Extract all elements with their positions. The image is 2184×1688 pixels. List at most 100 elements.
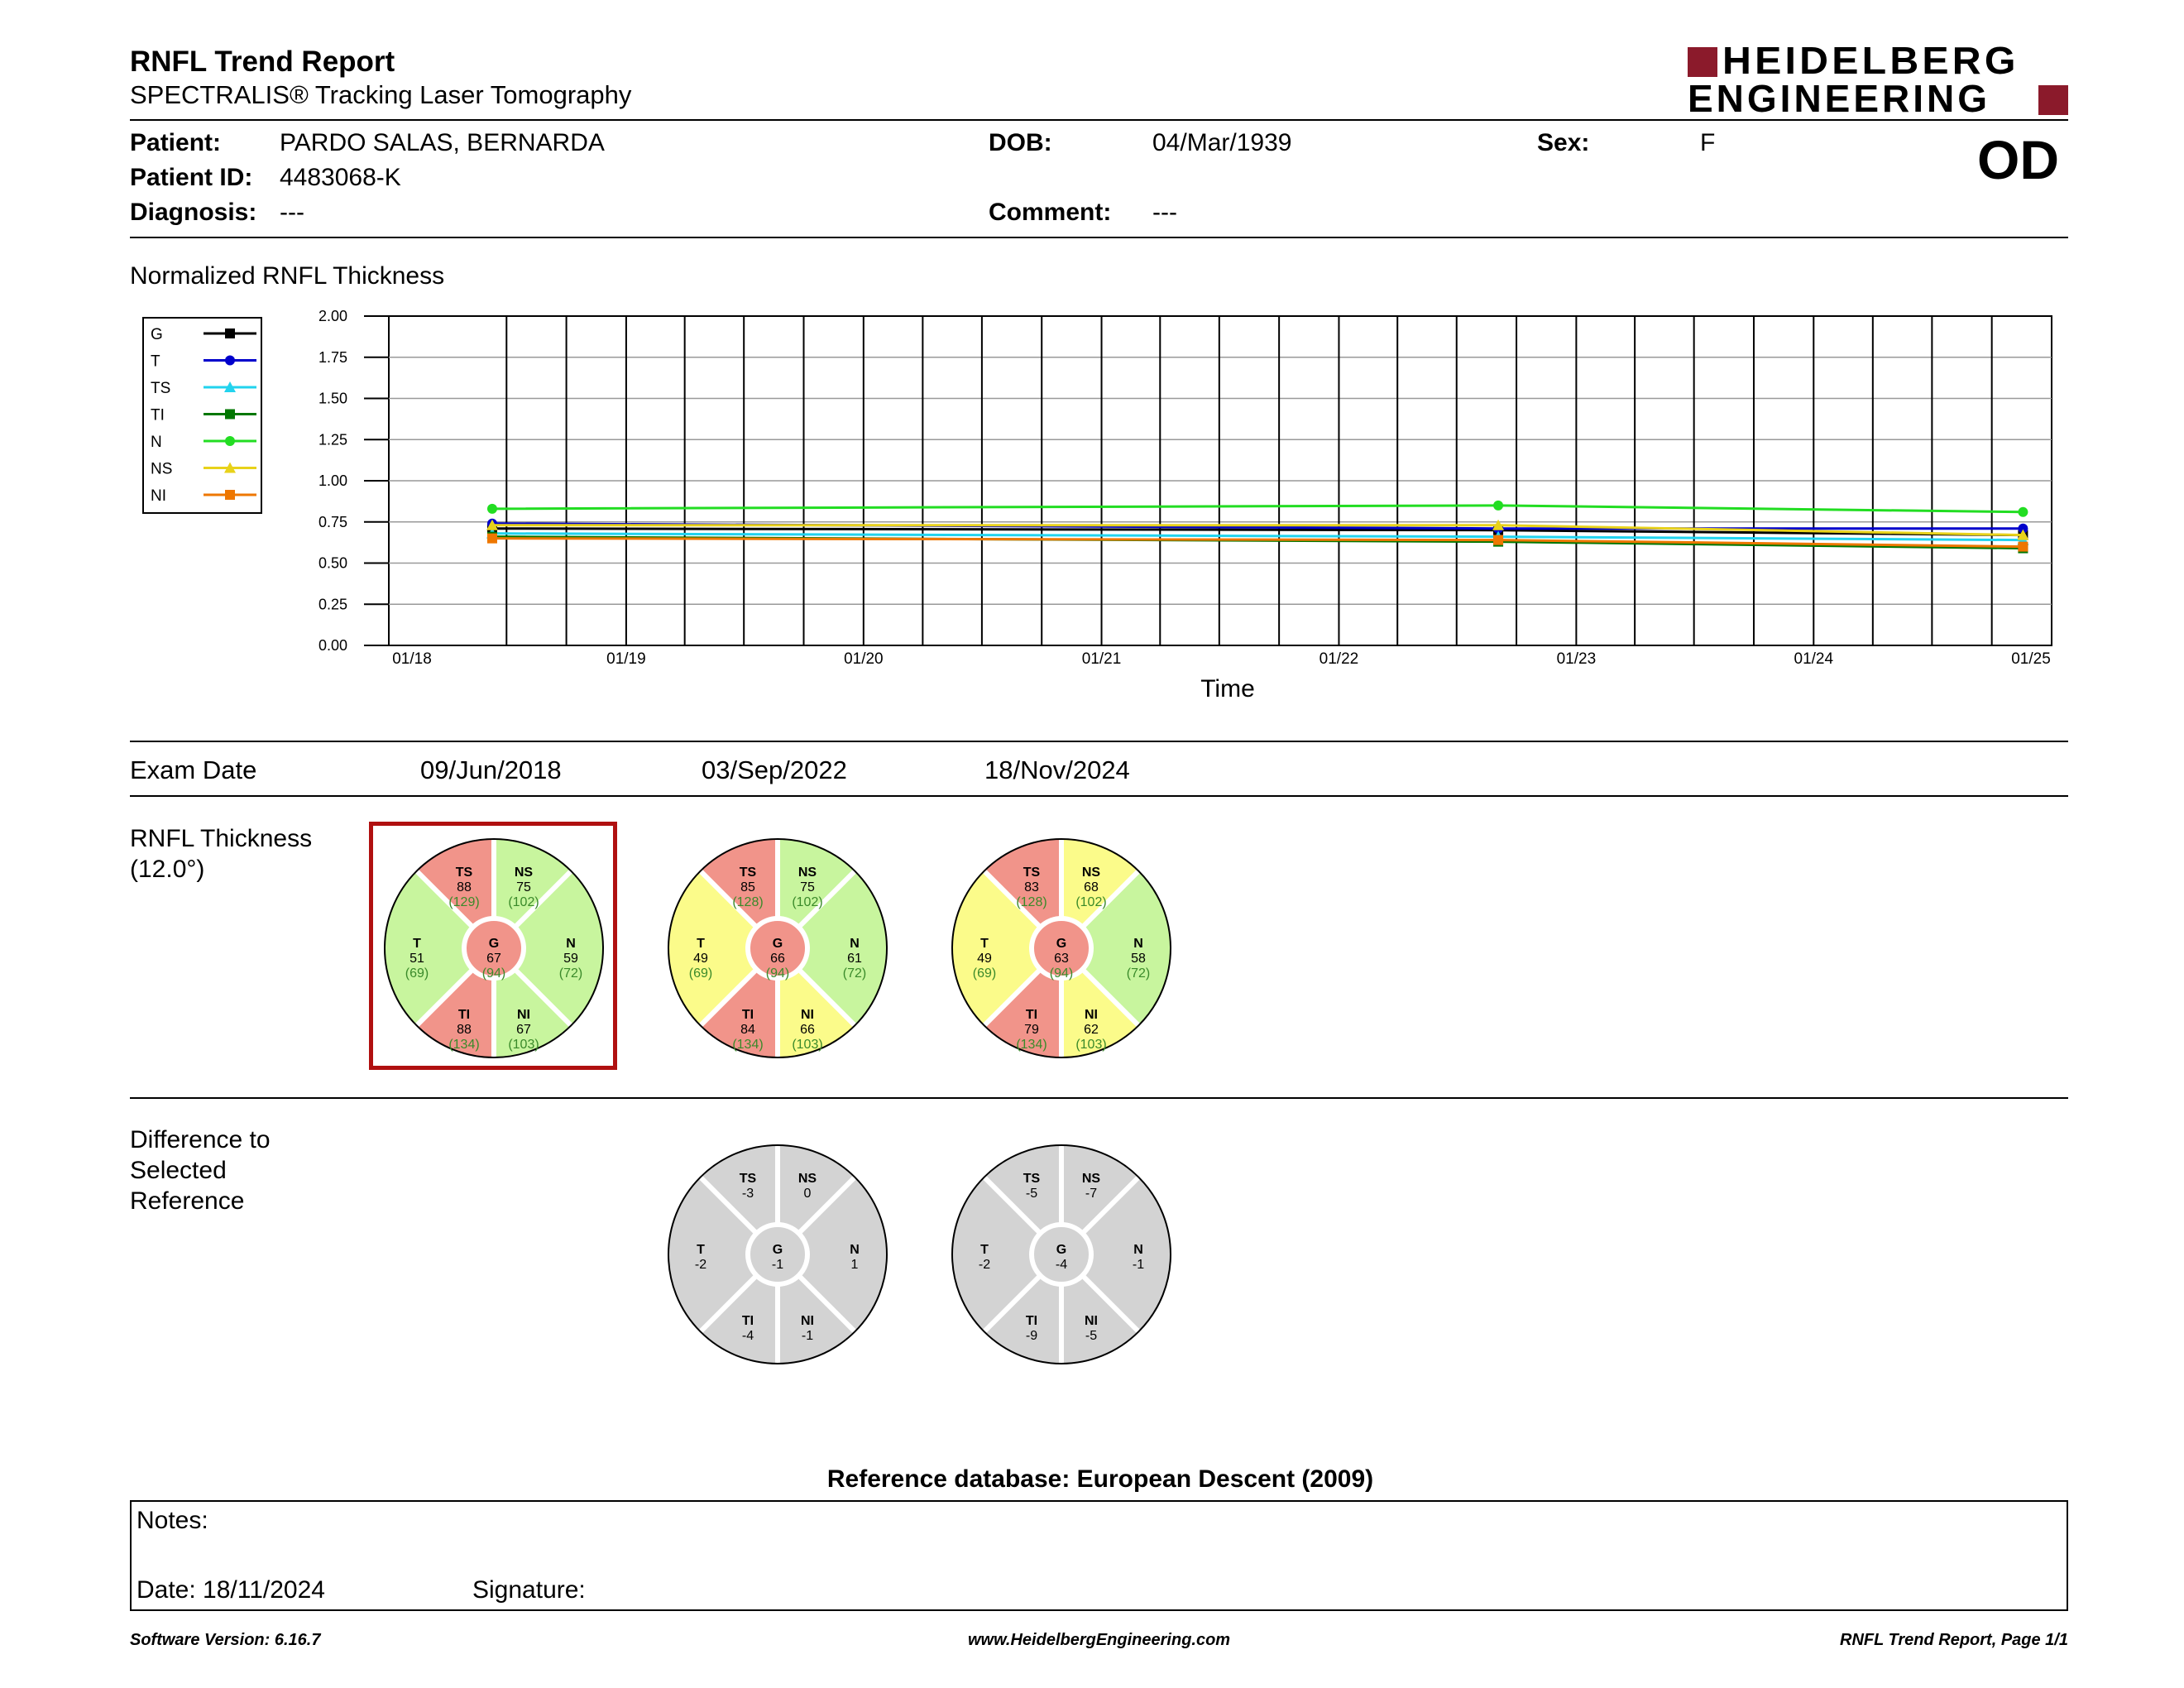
sex-label: Sex: [1537, 129, 1590, 156]
sector-name: TI [742, 1008, 754, 1022]
sector-value: 58 [1131, 952, 1146, 966]
chart-title: Normalized RNFL Thickness [130, 262, 445, 290]
legend-label: NI [151, 487, 166, 505]
sector-normal: (69) [973, 966, 996, 981]
sector-name: TI [458, 1008, 470, 1022]
rnfl-circle-exam-1[interactable]: TS88(129)NS75(102)T51(69)N59(72)TI88(134… [384, 838, 604, 1058]
company-logo: HEIDELBERG ENGINEERING [1688, 39, 2068, 120]
sector-name: NS [798, 866, 817, 880]
legend-marker [225, 490, 235, 500]
sector-label-ts: TS-3 [740, 1172, 757, 1201]
sector-name: NI [1085, 1314, 1098, 1328]
sector-name: TS [740, 866, 757, 880]
difference-label-line2: Selected [130, 1157, 227, 1184]
series-ns [486, 519, 2029, 540]
sector-label-t: T-2 [979, 1243, 990, 1272]
sector-global [1032, 1225, 1091, 1284]
sector-global [748, 1225, 807, 1284]
sector-n [515, 870, 603, 1026]
sector-label-n: N-1 [1133, 1243, 1144, 1272]
sector-name: T [413, 937, 421, 951]
sector-normal: (103) [508, 1038, 539, 1052]
sector-normal: (94) [766, 966, 789, 981]
sector-label-ni: NI-1 [801, 1314, 814, 1343]
sector-n [1082, 870, 1171, 1026]
x-tick-label: 01/25 [2011, 650, 2051, 668]
sector-name: NI [801, 1008, 814, 1022]
sector-name: TS [740, 1172, 757, 1186]
legend-marker [225, 328, 235, 338]
circle-outline [668, 1144, 888, 1364]
sector-name: NS [1082, 1172, 1101, 1186]
sector-ns [1061, 839, 1139, 928]
report-title: RNFL Trend Report [130, 46, 395, 78]
legend-label: N [151, 434, 162, 451]
diagnosis-value: --- [280, 199, 304, 226]
sector-ts [700, 839, 778, 928]
sector-name: TS [456, 866, 473, 880]
difference-circle-exam-3[interactable]: TS-5NS-7T-2N-1TI-9NI-5G-4 [951, 1144, 1171, 1364]
sector-name: NS [515, 866, 534, 880]
data-point [1492, 519, 1505, 530]
data-point [1493, 535, 1504, 545]
y-tick-label: 1.75 [318, 349, 347, 366]
sector-ti [984, 969, 1061, 1057]
sector-normal: (72) [1127, 966, 1150, 981]
sector-t [951, 1177, 1041, 1332]
sector-value: 67 [486, 952, 501, 966]
sector-normal: (94) [1050, 966, 1073, 981]
sector-name: T [980, 1243, 989, 1257]
sector-normal: (69) [689, 966, 712, 981]
sector-label-g: G66(94) [766, 937, 789, 981]
sector-name: TS [1023, 866, 1041, 880]
legend-marker [224, 462, 236, 473]
footer-software-version: Software Version: 6.16.7 [130, 1631, 321, 1649]
sector-value: 0 [804, 1187, 812, 1201]
sector-n [1082, 1177, 1171, 1332]
sector-normal: (103) [1075, 1038, 1106, 1052]
sector-ns [494, 839, 572, 928]
diagnosis-label: Diagnosis: [130, 199, 257, 226]
sector-value: 49 [693, 952, 708, 966]
difference-label-line3: Reference [130, 1187, 245, 1215]
trend-chart: 0.00 0.25 0.50 0.75 1.00 1.25 1.50 1.75 2.00 01/1… [318, 308, 2052, 703]
legend-marker [225, 436, 235, 446]
sector-label-ti: TI-4 [742, 1314, 754, 1343]
comment-value: --- [1152, 199, 1177, 226]
sector-t [952, 870, 1041, 1026]
sector-value: 75 [800, 880, 815, 894]
sector-global [464, 918, 524, 978]
exam-date-label: Exam Date [130, 755, 257, 784]
footer-website[interactable]: www.HeidelbergEngineering.com [968, 1631, 1231, 1649]
exam-date-1[interactable]: 09/Jun/2018 [420, 755, 562, 784]
sector-value: 66 [770, 952, 785, 966]
sector-ni [1061, 969, 1139, 1057]
patient-id-label: Patient ID: [130, 164, 253, 191]
sector-value: 85 [740, 880, 755, 894]
sector-name: TI [742, 1314, 754, 1328]
legend-svg: GT TS TI N NS NI [151, 326, 256, 505]
y-tick-label: 0.00 [318, 637, 347, 654]
sector-ti [984, 1275, 1061, 1364]
y-tick-label: 1.00 [318, 472, 347, 489]
sector-ns [778, 839, 855, 928]
sector-value: -2 [979, 1258, 990, 1272]
exam-date-3[interactable]: 18/Nov/2024 [984, 755, 1130, 784]
legend-label: G [151, 326, 163, 343]
sector-value: 51 [410, 952, 424, 966]
sector-label-g: G-4 [1056, 1243, 1067, 1272]
x-tick-label: 01/21 [1082, 650, 1122, 668]
date-label: Date: 18/11/2024 [136, 1576, 325, 1604]
selected-reference-frame [369, 822, 617, 1070]
circle-outline [951, 838, 1171, 1058]
notes-label: Notes: [136, 1507, 208, 1534]
logo-text-line1: HEIDELBERG [1722, 39, 2019, 82]
sector-t [668, 870, 757, 1026]
exam-date-2[interactable]: 03/Sep/2022 [702, 755, 847, 784]
difference-label-line1: Difference to [130, 1126, 271, 1153]
